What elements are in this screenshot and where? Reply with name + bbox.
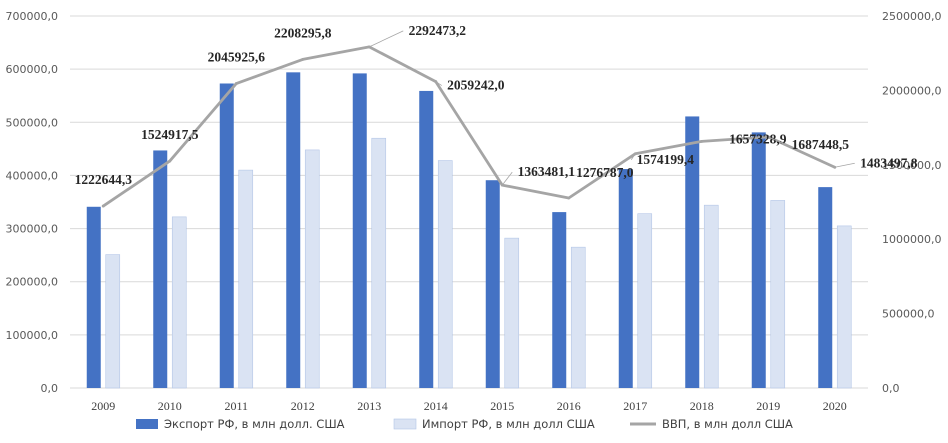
import-bar: [105, 254, 121, 389]
export-bar: [286, 72, 301, 389]
import-bar: [703, 204, 719, 389]
import-bar: [238, 169, 254, 389]
export-bar: [685, 116, 700, 388]
x-axis-tick-label: 2018: [690, 399, 714, 413]
gdp-label-leader: [435, 81, 442, 86]
import-bar: [171, 216, 187, 389]
gridlines: [70, 15, 868, 389]
gdp-data-label: 1363481,1: [518, 164, 576, 179]
legend-label: Экспорт РФ, в млн долл. США: [164, 417, 345, 431]
gdp-label-leader: [369, 30, 404, 48]
right-axis-tick-label: 1500000,0: [882, 159, 942, 172]
import-bar: [637, 213, 653, 389]
gdp-data-label: 1483497,8: [860, 155, 918, 170]
right-axis-tick-label: 500000,0: [882, 308, 935, 321]
import-bar: [371, 137, 387, 389]
legend-swatch: [393, 418, 417, 430]
legend-item: ВВП, в млн долл США: [630, 417, 793, 431]
gdp-point: [101, 204, 105, 208]
gdp-label-leader: [768, 136, 787, 146]
gdp-point: [567, 196, 571, 200]
left-axis-tick-labels: 0,0 100000,0 200000,0 300000,0 400000,0 50000…: [6, 10, 59, 395]
import-bar: [770, 200, 786, 389]
import-bar: [304, 149, 320, 389]
bars: [86, 72, 852, 389]
gdp-label-leader: [630, 153, 636, 160]
left-axis-tick-label: 300000,0: [6, 223, 59, 236]
export-bar: [552, 212, 567, 388]
right-axis-tick-label: 0,0: [882, 382, 900, 395]
import-bar: [836, 225, 852, 389]
gdp-data-label: 1524917,5: [141, 127, 199, 142]
gdp-line: [101, 45, 837, 208]
right-axis-tick-label: 2500000,0: [882, 10, 942, 23]
gdp-data-label: 1222644,3: [75, 172, 133, 187]
x-axis-tick-label: 2019: [756, 399, 780, 413]
export-bar: [618, 169, 633, 388]
gdp-point: [234, 82, 238, 85]
left-axis-tick-label: 600000,0: [6, 63, 59, 76]
legend-item: Экспорт РФ, в млн долл. США: [136, 417, 345, 431]
x-axis-tick-label: 2012: [291, 399, 315, 413]
legend: Экспорт РФ, в млн долл. США Импорт РФ, в …: [136, 417, 793, 431]
x-axis-tick-label: 2020: [823, 399, 847, 413]
gdp-data-label: 2208295,8: [274, 25, 332, 40]
export-bar: [419, 90, 434, 388]
left-axis-tick-label: 400000,0: [6, 169, 59, 182]
x-axis-tick-label: 2010: [158, 399, 182, 413]
export-bar: [86, 206, 101, 388]
gdp-data-label: 2292473,2: [409, 23, 467, 38]
gdp-data-label: 2045925,6: [208, 50, 266, 65]
import-bar: [570, 246, 586, 389]
gdp-line-path: [101, 45, 837, 208]
x-axis-tick-label: 2017: [623, 399, 647, 413]
x-axis-tick-label: 2009: [91, 399, 115, 413]
import-bar: [437, 160, 453, 389]
x-axis-tick-label: 2015: [490, 399, 514, 413]
export-bar: [485, 180, 500, 388]
left-axis-tick-label: 700000,0: [6, 10, 59, 23]
right-axis-tick-label: 2000000,0: [882, 84, 942, 97]
export-bar: [818, 187, 833, 388]
left-axis-tick-label: 500000,0: [6, 116, 59, 129]
import-bar: [504, 237, 520, 389]
gdp-data-label: 1687448,5: [792, 137, 850, 152]
x-axis-tick-label: 2016: [557, 399, 581, 413]
x-axis-tick-label: 2014: [424, 399, 448, 413]
gdp-point: [168, 159, 172, 163]
export-bar: [219, 83, 234, 389]
gdp-label-leader: [834, 162, 855, 168]
export-bar: [153, 150, 168, 388]
legend-item: Импорт РФ, в млн долл США: [393, 417, 595, 431]
legend-swatch: [136, 419, 158, 429]
export-bar: [352, 73, 367, 388]
gdp-data-label: 1657328,9: [729, 131, 787, 146]
legend-label: ВВП, в млн долл США: [662, 417, 793, 431]
export-bar: [751, 132, 766, 388]
x-axis-tick-label: 2011: [224, 399, 248, 413]
gdp-data-label: 2059242,0: [447, 78, 505, 93]
left-axis-tick-label: 100000,0: [6, 329, 59, 342]
x-axis-tick-labels: 2009 2010 2011 2012 2013 2014 2015 2016 2017 2018…: [91, 399, 847, 413]
left-axis-tick-label: 200000,0: [6, 276, 59, 289]
gdp-label-leader: [501, 171, 513, 186]
gdp-data-labels: 1222644,3 1524917,5 2045925,6 2208295,8 2292…: [75, 23, 918, 187]
legend-label: Импорт РФ, в млн долл США: [422, 417, 595, 431]
right-axis-tick-label: 1000000,0: [882, 233, 942, 246]
gdp-data-label: 1574199,4: [637, 152, 695, 167]
left-axis-tick-label: 0,0: [41, 382, 59, 395]
x-axis-tick-label: 2013: [357, 399, 381, 413]
gdp-point: [301, 58, 305, 61]
right-axis-tick-labels: 0,0 500000,0 1000000,0 1500000,0 2000000,0 25…: [882, 10, 942, 395]
gdp-data-label: 1276787,0: [576, 165, 634, 180]
gdp-label-leader: [701, 138, 724, 142]
